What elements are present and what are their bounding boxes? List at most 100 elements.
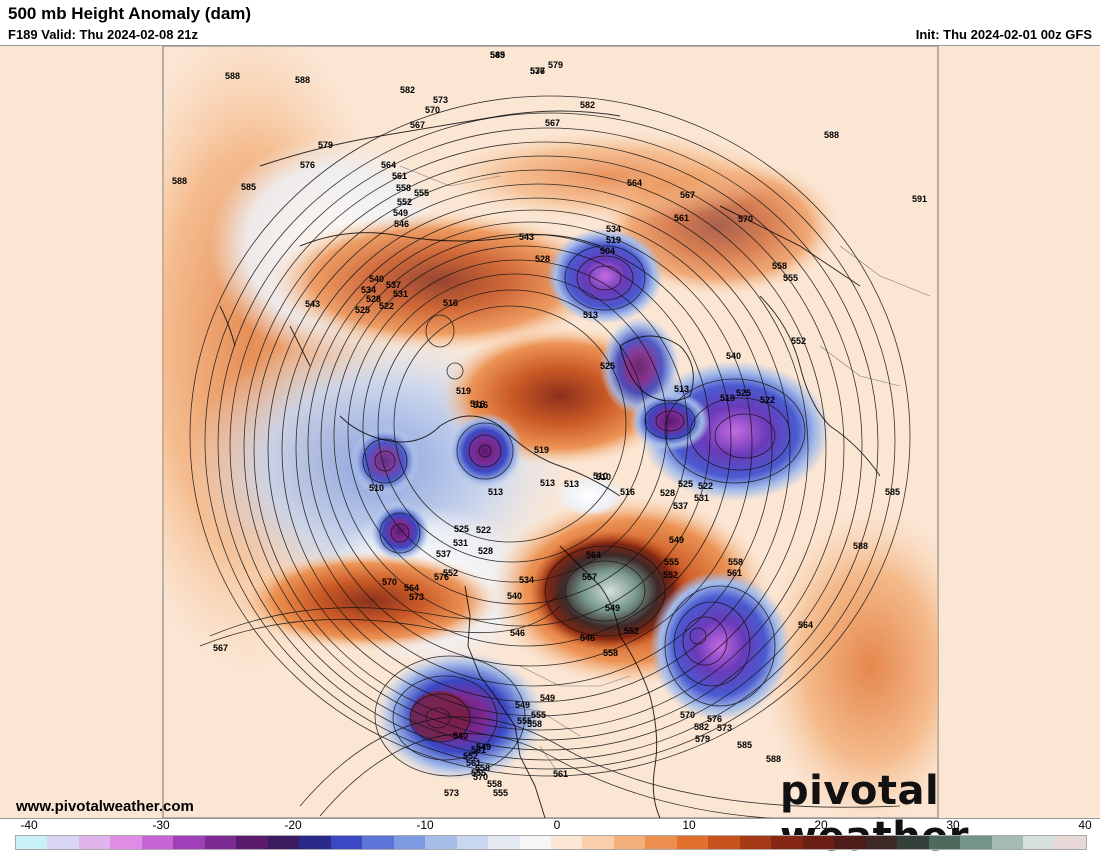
contour-label: 546: [394, 219, 409, 229]
contour-label: 540: [726, 351, 741, 361]
map-title: 500 mb Height Anomaly (dam): [8, 4, 252, 23]
contour-label: 528: [535, 254, 550, 264]
colorbar-swatch: [299, 836, 331, 849]
contour-label: 519: [534, 445, 549, 455]
contour-label: 510: [593, 471, 608, 481]
colorbar-swatch: [1023, 836, 1055, 849]
colorbar-swatch: [1054, 836, 1086, 849]
colorbar-tick-label: -10: [416, 818, 434, 832]
contour-label: 567: [545, 118, 560, 128]
contour-label: 588: [225, 71, 240, 81]
contour-label: 567: [680, 190, 695, 200]
contour-label: 549: [669, 535, 684, 545]
contour-label: 546: [510, 628, 525, 638]
contour-label: 504: [600, 246, 615, 256]
colorbar-tick-label: 30: [946, 818, 960, 832]
contour-label: 558: [603, 648, 618, 658]
contour-label: 522: [698, 481, 713, 491]
colorbar-swatch: [16, 836, 48, 849]
contour-label: 513: [674, 384, 689, 394]
contour-label: 537: [436, 549, 451, 559]
colorbar-swatch: [582, 836, 614, 849]
contour-label: 540: [453, 731, 468, 741]
colorbar-swatch: [613, 836, 646, 849]
contour-label: 570: [680, 710, 695, 720]
valid-time: F189 Valid: Thu 2024-02-08 21z: [8, 27, 199, 42]
contour-label: 549: [393, 208, 408, 218]
contour-label: 558: [475, 763, 490, 773]
contour-label: 558: [772, 261, 787, 271]
contour-label: 555: [414, 188, 429, 198]
contour-label: 561: [674, 213, 689, 223]
contour-label: 576: [434, 572, 449, 582]
contour-label: 522: [476, 525, 491, 535]
contour-label: 528: [478, 546, 493, 556]
contour-label: 537: [386, 280, 401, 290]
contour-label: 525: [736, 388, 751, 398]
contour-label: 534: [519, 575, 534, 585]
site-url[interactable]: www.pivotalweather.com: [16, 798, 194, 815]
contour-label: 564: [404, 583, 419, 593]
colorbar-swatch: [928, 836, 961, 849]
contour-label: 516: [443, 298, 458, 308]
contour-label: 540: [369, 274, 384, 284]
colorbar-swatch: [519, 836, 551, 849]
contour-label: 573: [409, 592, 424, 602]
contour-label: 531: [393, 289, 408, 299]
contour-label: 564: [381, 160, 396, 170]
contour-label: 513: [488, 487, 503, 497]
contour-label: 549: [515, 700, 530, 710]
contour-label: 561: [392, 171, 407, 181]
colorbar-tick-label: -30: [152, 818, 170, 832]
contour-label: 558: [728, 557, 743, 567]
contour-label: 549: [490, 50, 505, 60]
contour-label: 588: [766, 754, 781, 764]
colorbar-ticks: -40 -30 -20 -10 0 10 20 30 40: [15, 818, 1091, 834]
contour-label: 579: [318, 140, 333, 150]
init-time: Init: Thu 2024-02-01 00z GFS: [915, 27, 1092, 42]
colorbar: [15, 835, 1087, 850]
contour-label: 555: [783, 273, 798, 283]
colorbar-swatch: [771, 836, 803, 849]
colorbar-swatch: [708, 836, 740, 849]
colorbar-swatch: [330, 836, 363, 849]
contour-label: 588: [172, 176, 187, 186]
contour-label: 519: [456, 386, 471, 396]
contour-label: 519: [720, 393, 735, 403]
contour-label: 558: [487, 779, 502, 789]
contour-label: 555: [664, 557, 679, 567]
colorbar-tick-label: -40: [20, 818, 38, 832]
contour-label: 552: [397, 197, 412, 207]
contour-label: 552: [443, 568, 458, 578]
contour-label: 555: [531, 710, 546, 720]
contour-label: 555: [471, 768, 486, 778]
contour-label: 525: [355, 305, 370, 315]
colorbar-swatch: [362, 836, 394, 849]
colorbar-tick-label: 10: [682, 818, 696, 832]
colorbar-tick-label: -20: [284, 818, 302, 832]
contour-label: 570: [382, 577, 397, 587]
colorbar-swatch: [110, 836, 142, 849]
contour-label: 552: [624, 626, 639, 636]
colorbar-swatch: [204, 836, 237, 849]
colorbar-swatch: [834, 836, 866, 849]
colorbar-tick-label: 20: [814, 818, 828, 832]
colorbar-swatch: [173, 836, 205, 849]
contour-label: 537: [673, 501, 688, 511]
contour-label: 588: [853, 541, 868, 551]
map-panel: 585 576 579 582 588 588 582 573 570 567 567 588 579 5…: [0, 45, 1100, 819]
colorbar-swatch: [991, 836, 1023, 849]
contour-label: 522: [760, 395, 775, 405]
contour-label: 567: [410, 120, 425, 130]
contour-label: 531: [453, 538, 468, 548]
colorbar-swatch: [456, 836, 489, 849]
contour-label: 576: [530, 66, 545, 76]
colorbar-tick-label: 0: [553, 818, 561, 832]
contour-label: 543: [305, 299, 320, 309]
contour-label: 519: [606, 235, 621, 245]
contour-label: 552: [791, 336, 806, 346]
contour-label: 573: [444, 788, 459, 798]
contour-label: 588: [295, 75, 310, 85]
contour-label: 558: [396, 183, 411, 193]
